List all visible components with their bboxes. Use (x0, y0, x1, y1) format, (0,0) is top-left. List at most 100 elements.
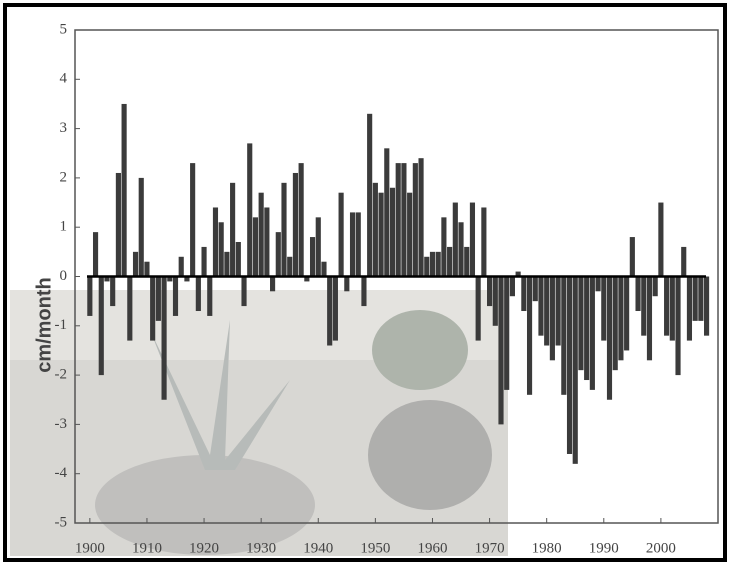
background-photo (10, 290, 508, 556)
bar (389, 187, 396, 277)
x-tick-label: 1950 (360, 540, 390, 556)
bar (447, 246, 453, 277)
bar (264, 207, 270, 277)
bar (469, 202, 476, 277)
bar (321, 261, 327, 277)
bar (247, 143, 253, 277)
bar (686, 276, 693, 341)
bar (504, 276, 510, 390)
bar (184, 276, 190, 282)
bar (538, 276, 544, 336)
bar (98, 276, 104, 376)
bar (110, 276, 116, 307)
y-tick-label: 0 (60, 268, 68, 284)
bar (167, 276, 173, 282)
bar (429, 251, 436, 277)
bar (87, 276, 93, 316)
bar (172, 276, 179, 316)
y-tick-label: 1 (60, 219, 68, 235)
bar (464, 246, 470, 277)
bar (566, 276, 573, 454)
bar (281, 182, 287, 277)
x-tick-label: 1980 (532, 540, 562, 556)
bar (641, 276, 647, 336)
bar (190, 163, 196, 277)
bar (424, 256, 430, 277)
bar (344, 276, 350, 292)
bar (441, 217, 447, 277)
x-tick-label: 1940 (303, 540, 333, 556)
bar (235, 241, 241, 277)
bar (258, 192, 264, 277)
y-tick-label: 2 (60, 169, 68, 185)
x-tick-label: 1960 (417, 540, 447, 556)
bar (532, 276, 538, 302)
bar (658, 202, 664, 277)
bar (515, 271, 521, 277)
bar (218, 222, 224, 277)
bar (652, 276, 658, 297)
bar (595, 276, 601, 292)
bar (509, 276, 515, 297)
bar (332, 276, 338, 341)
bar (201, 246, 207, 277)
bar (121, 103, 127, 277)
bar (207, 276, 213, 316)
bar (601, 276, 607, 341)
bar (132, 251, 139, 277)
bar (275, 232, 281, 277)
bar (144, 261, 150, 277)
y-tick-label: -3 (55, 416, 68, 432)
bar (521, 276, 527, 312)
bar (155, 276, 161, 321)
bar (230, 182, 236, 277)
y-tick-label: -1 (55, 317, 68, 333)
bar (487, 276, 493, 307)
bar (646, 276, 653, 361)
bar (367, 113, 373, 277)
bar (675, 276, 681, 376)
x-tick-label: 1930 (246, 540, 276, 556)
bar (378, 192, 384, 277)
bar (555, 276, 561, 346)
bar (270, 276, 276, 292)
bar (104, 276, 110, 282)
y-tick-label: 4 (60, 71, 68, 87)
bar (452, 202, 458, 277)
bar (526, 276, 533, 395)
bar (195, 276, 201, 312)
bar (606, 276, 613, 400)
bar (252, 217, 259, 277)
bar (549, 276, 555, 361)
bar (692, 276, 698, 321)
bar (92, 232, 99, 277)
bar (635, 276, 641, 312)
bar (498, 276, 504, 425)
x-tick-label: 1900 (75, 540, 105, 556)
bar (304, 276, 310, 282)
bar (681, 246, 687, 277)
bar (492, 276, 498, 326)
bar (161, 276, 167, 400)
bar (212, 207, 219, 277)
bar (401, 163, 407, 277)
bar (612, 276, 618, 371)
bar (138, 177, 144, 277)
bar (584, 276, 590, 381)
bar (309, 237, 316, 277)
bar (412, 163, 418, 277)
bar (224, 251, 230, 277)
bar (669, 276, 675, 341)
bar (287, 256, 293, 277)
x-tick-label: 1910 (132, 540, 162, 556)
bar (355, 212, 361, 277)
y-tick-label: 5 (60, 21, 68, 37)
bar (572, 276, 578, 464)
bar (349, 212, 356, 277)
bar (458, 222, 464, 277)
bar (418, 158, 424, 277)
bar (481, 207, 487, 277)
bar (578, 276, 584, 371)
